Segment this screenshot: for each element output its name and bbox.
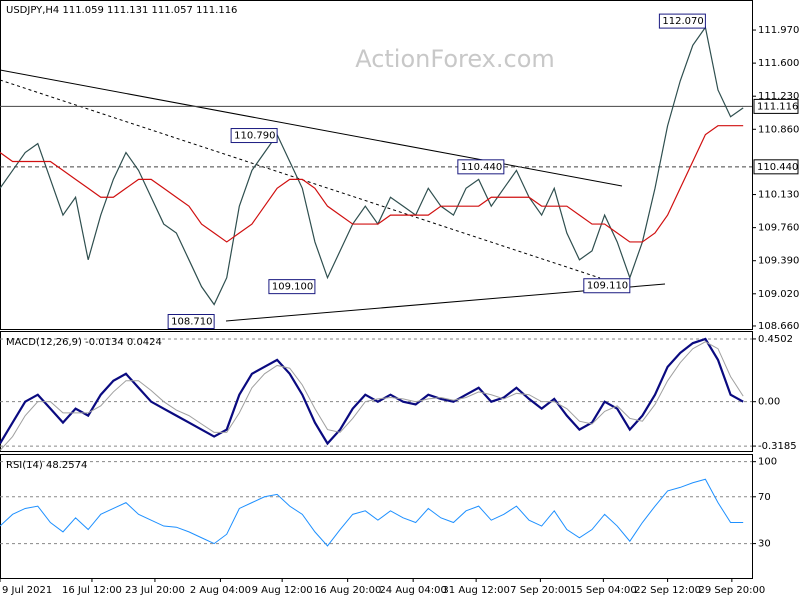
- y-tick-label: 100: [758, 457, 777, 468]
- level-label: 110.440: [757, 162, 798, 173]
- level-label: 111.116: [757, 101, 798, 112]
- annotation-label: 108.710: [171, 317, 212, 328]
- y-tick-label: 109.390: [758, 256, 799, 267]
- x-tick-label: 2 Aug 04:00: [190, 585, 251, 596]
- x-tick-label: 16 Aug 20:00: [314, 585, 381, 596]
- panel-title: USDJPY,H4 111.059 111.131 111.057 111.11…: [6, 5, 237, 16]
- y-tick-label: 111.600: [758, 58, 799, 69]
- series-line: [0, 125, 744, 243]
- series-line: [0, 341, 744, 451]
- annotation-label: 110.440: [461, 162, 502, 173]
- x-tick-label: 9 Aug 12:00: [252, 585, 313, 596]
- x-tick-label: 31 Aug 12:00: [442, 585, 509, 596]
- y-tick-label: 109.020: [758, 289, 799, 300]
- annotation-label: 109.110: [587, 281, 628, 292]
- x-tick-label: 23 Jul 20:00: [125, 585, 185, 596]
- y-tick-label: 111.970: [758, 25, 799, 36]
- x-tick-label: 22 Sep 12:00: [634, 585, 701, 596]
- x-tick-label: 7 Sep 20:00: [510, 585, 570, 596]
- level-box: [753, 159, 799, 175]
- x-tick-label: 29 Sep 20:00: [698, 585, 765, 596]
- annotation-box: [230, 128, 278, 144]
- panel-title: RSI(14) 48.2574: [6, 460, 87, 471]
- annotation-label: 112.070: [662, 16, 703, 27]
- x-tick-label: 15 Sep 04:00: [570, 585, 637, 596]
- y-tick-label: 109.760: [758, 223, 799, 234]
- series-line: [0, 478, 744, 547]
- watermark: ActionForex.com: [355, 45, 555, 73]
- series-line: [0, 337, 744, 446]
- y-tick-label: 30: [758, 539, 771, 550]
- annotation-box: [583, 278, 631, 294]
- level-box: [753, 98, 799, 114]
- annotation-box: [658, 13, 706, 29]
- annotation-box: [167, 314, 215, 330]
- y-tick-label: 108.660: [758, 321, 799, 332]
- y-tick-label: -0.3185: [758, 441, 797, 452]
- y-tick-label: 110.860: [758, 124, 799, 135]
- x-tick-label: 16 Jul 12:00: [62, 585, 122, 596]
- macd-frame: [0, 331, 753, 452]
- price-frame: [0, 0, 753, 330]
- y-tick-label: 70: [758, 492, 771, 503]
- x-tick-label: 9 Jul 2021: [2, 585, 52, 596]
- y-tick-label: 110.130: [758, 190, 799, 201]
- annotation-box: [457, 159, 505, 175]
- x-tick-label: 24 Aug 04:00: [379, 585, 446, 596]
- annotation-label: 110.790: [234, 131, 275, 142]
- panel-title: MACD(12,26,9) -0.0134 0.0424: [6, 337, 162, 348]
- y-tick-label: 0.4502: [758, 334, 793, 345]
- rsi-frame: [0, 454, 753, 579]
- annotation-box: [268, 279, 316, 295]
- annotation-label: 109.100: [272, 282, 313, 293]
- panel-frames: [0, 0, 753, 579]
- y-tick-label: 111.230: [758, 91, 799, 102]
- series-line: [0, 25, 744, 306]
- y-tick-label: 0.00: [758, 397, 780, 408]
